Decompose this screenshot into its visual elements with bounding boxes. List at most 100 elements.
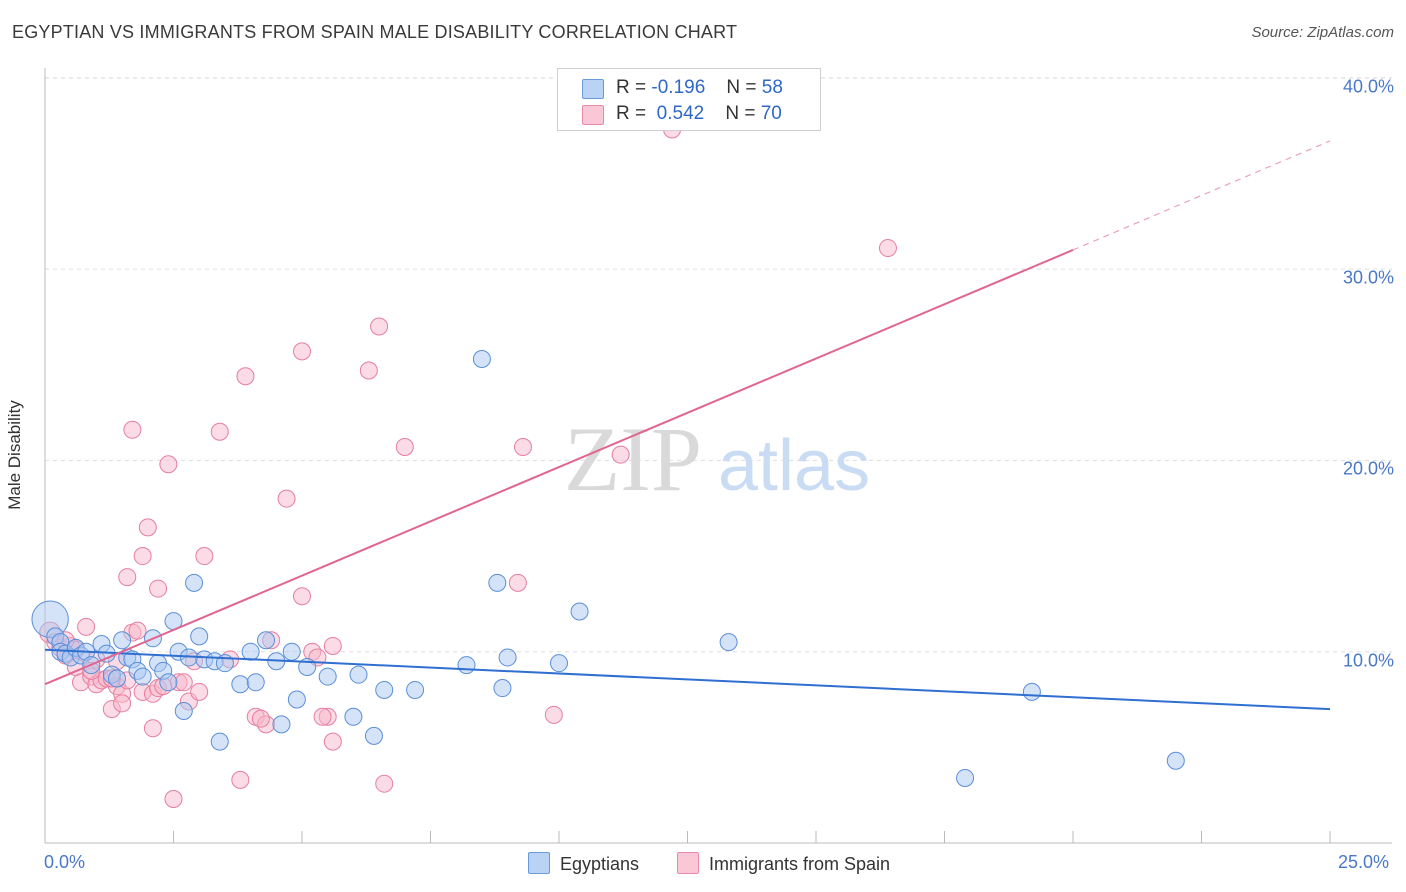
egyptians-point: [287, 690, 306, 709]
immigrants-from-spain-point: [231, 770, 250, 789]
egyptians-point: [364, 726, 383, 745]
legend-swatch-pink: [582, 105, 604, 125]
egyptians-point: [1166, 751, 1185, 770]
legend-r-value: 0.542: [656, 103, 705, 124]
immigrants-from-spain-point: [395, 438, 414, 457]
y-axis-label: Male Disability: [5, 400, 24, 510]
egyptians-point: [493, 679, 512, 698]
y-tick-label: 40.0%: [1342, 76, 1394, 97]
x-tick-label-min: 0.0%: [44, 852, 86, 872]
y-tick-label: 20.0%: [1342, 458, 1394, 479]
immigrants-from-spain-point: [251, 709, 270, 728]
immigrants-from-spain-point: [878, 239, 897, 258]
immigrants-from-spain-point: [190, 682, 209, 701]
immigrants-from-spain-point: [370, 317, 389, 336]
immigrants-from-spain-point: [113, 694, 132, 713]
bottom-legend-swatch-pink: [677, 852, 699, 874]
egyptians-point: [185, 573, 204, 592]
immigrants-from-spain-point: [143, 719, 162, 738]
watermark: ZIP atlas: [564, 408, 870, 510]
legend-n-value: 70: [760, 103, 782, 124]
egyptians-point: [174, 702, 193, 721]
egyptians-point: [272, 715, 291, 734]
egyptians-point: [956, 768, 975, 787]
egyptians-point: [318, 667, 337, 686]
immigrants-from-spain-point: [544, 705, 563, 724]
egyptians-point: [570, 602, 589, 621]
immigrants-from-spain-point: [611, 445, 630, 464]
egyptians-point: [457, 656, 476, 675]
axes: [44, 68, 1392, 844]
bottom-legend-label: Immigrants from Spain: [709, 854, 891, 874]
egyptians-point: [282, 642, 301, 661]
legend-r-value: -0.196: [651, 77, 706, 98]
immigrants-from-spain-point: [174, 673, 193, 692]
source-label: Source: ZipAtlas.com: [1251, 24, 1394, 41]
legend-r-label: R =: [616, 77, 647, 98]
legend-n-label: N =: [726, 77, 757, 98]
egyptians-point: [257, 631, 276, 650]
immigrants-from-spain-point: [77, 617, 96, 636]
immigrants-from-spain-point: [195, 547, 214, 566]
immigrants-from-spain-point: [118, 568, 137, 587]
egyptians-point: [159, 673, 178, 692]
bottom-legend-immigrants-from-spain: Immigrants from Spain: [677, 852, 890, 875]
immigrants-from-spain-point: [508, 573, 527, 592]
immigrants-from-spain-point: [123, 420, 142, 439]
immigrants-from-spain-point: [293, 342, 311, 361]
bottom-legend-label: Egyptians: [560, 854, 640, 874]
immigrants-from-spain-trend-extension: [1072, 140, 1331, 251]
bottom-legend-swatch-blue: [528, 852, 550, 874]
egyptians-point: [190, 627, 209, 646]
immigrants-from-spain-point: [313, 707, 332, 726]
x-tick-label-max: 25.0%: [1338, 852, 1390, 872]
immigrants-from-spain-point: [323, 636, 342, 655]
immigrants-from-spain-point: [128, 621, 147, 640]
egyptians-point: [107, 669, 126, 688]
egyptians-point: [719, 633, 738, 652]
egyptians-point: [113, 631, 132, 650]
immigrants-from-spain-point: [164, 790, 183, 809]
egyptians-point: [498, 648, 517, 667]
immigrants-from-spain-point: [159, 455, 178, 474]
egyptians-point: [375, 680, 394, 699]
egyptians-point: [133, 667, 152, 686]
legend-n-value: 58: [761, 77, 783, 98]
egyptians-point: [349, 665, 368, 684]
immigrants-from-spain-point: [375, 774, 394, 793]
immigrants-from-spain-point: [359, 361, 378, 380]
y-tick-label: 30.0%: [1342, 267, 1394, 288]
watermark-zip: ZIP: [564, 408, 702, 510]
immigrants-from-spain-point: [133, 547, 152, 566]
immigrants-from-spain-point: [138, 518, 157, 537]
egyptians-point: [488, 573, 507, 592]
chart-title: EGYPTIAN VS IMMIGRANTS FROM SPAIN MALE D…: [12, 22, 738, 42]
egyptians-point: [241, 642, 260, 661]
correlation-legend: R = -0.196 N = 58 R = 0.542 N = 70: [557, 68, 821, 131]
egyptians-point: [246, 673, 265, 692]
egyptians-point: [472, 350, 491, 369]
immigrants-from-spain-point: [293, 587, 311, 606]
immigrants-from-spain-point: [514, 438, 533, 457]
trend-lines: [44, 140, 1331, 711]
y-tick-label: 10.0%: [1342, 650, 1394, 671]
egyptians-trend-line: [44, 648, 1331, 711]
bottom-legend-egyptians: Egyptians: [528, 852, 639, 875]
egyptians-point: [210, 732, 229, 751]
immigrants-from-spain-point: [277, 489, 296, 508]
immigrants-from-spain-point: [149, 579, 168, 598]
legend-r-label: R =: [616, 103, 647, 124]
gridlines: [45, 77, 1392, 653]
legend-n-label: N =: [725, 103, 756, 124]
egyptians-point: [344, 707, 363, 726]
immigrants-from-spain-point: [210, 422, 229, 441]
immigrants-from-spain-point: [236, 367, 255, 386]
immigrants-from-spain-trend-line: [44, 249, 1074, 686]
egyptians-point: [550, 654, 568, 673]
egyptians-point: [231, 675, 250, 694]
legend-swatch-blue: [582, 79, 604, 99]
egyptians-point: [1022, 682, 1041, 701]
watermark-atlas: atlas: [718, 426, 870, 506]
immigrants-from-spain-point: [323, 732, 342, 751]
